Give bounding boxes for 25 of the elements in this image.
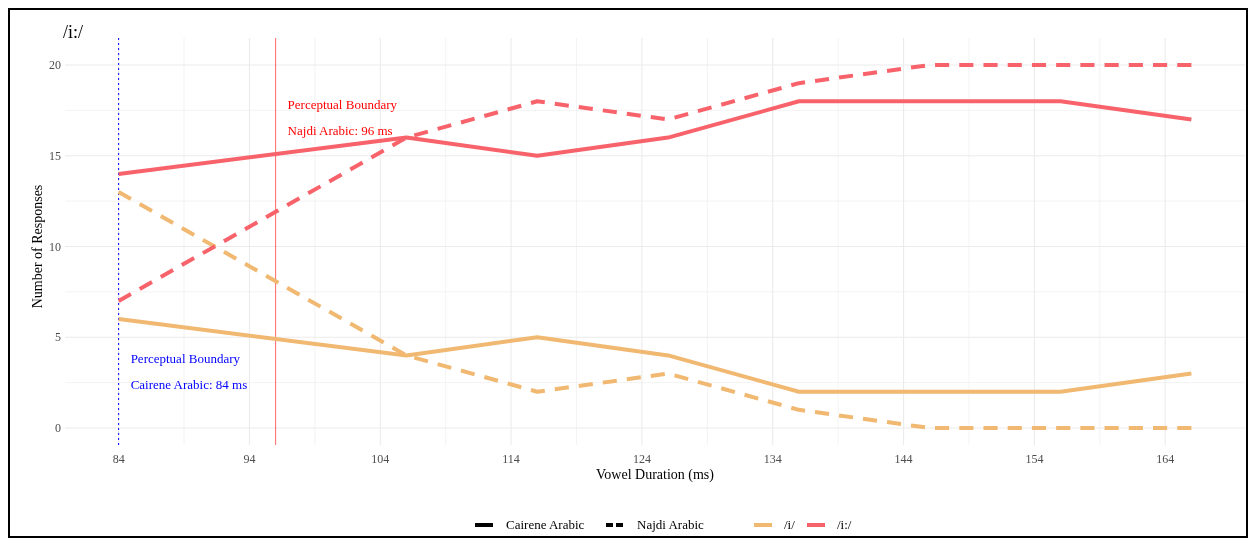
y-tick-label: 0 xyxy=(55,421,61,435)
x-tick-label: 104 xyxy=(371,452,390,466)
x-tick-label: 164 xyxy=(1156,452,1175,466)
text: Najdi Arabic xyxy=(637,517,705,532)
y-tick-label: 10 xyxy=(49,239,61,254)
legend-label: /i/ xyxy=(784,517,796,532)
x-tick-label: 84 xyxy=(112,452,125,466)
chart-title: /i:/ xyxy=(63,22,84,42)
ref-line-label: Perceptual Boundary Najdi Arabic: 96 ms xyxy=(287,96,398,138)
x-tick-label: 134 xyxy=(763,452,782,466)
x-axis-title: Vowel Duration (ms) xyxy=(596,467,715,483)
ref-line-label: Perceptual Boundary Cairene Arabic: 84 ms xyxy=(130,350,248,392)
y-tick-label: 15 xyxy=(49,148,61,163)
x-tick-label: 124 xyxy=(632,452,651,466)
line-series xyxy=(116,190,1194,430)
y-tick-label: 20 xyxy=(49,58,61,72)
line-series xyxy=(116,63,1194,303)
x-tick-label: 144 xyxy=(894,452,913,466)
y-tick-label: 5 xyxy=(55,330,61,345)
x-tick-label: 154 xyxy=(1025,452,1044,466)
legend-label: /i:/ xyxy=(837,517,852,532)
x-tick-label: 114 xyxy=(502,452,520,466)
x-tick-label: 94 xyxy=(243,452,256,466)
text: Cairene Arabic xyxy=(506,517,585,532)
y-axis-title: Number of Responses xyxy=(30,184,45,309)
